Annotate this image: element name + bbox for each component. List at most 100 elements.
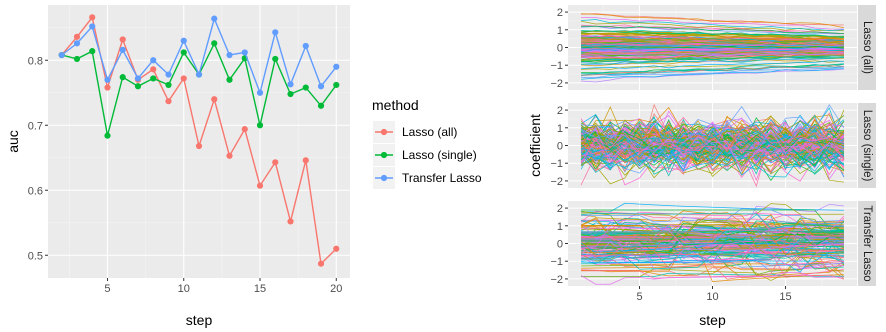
series-transfer-lasso xyxy=(58,15,340,96)
data-point xyxy=(287,81,294,88)
legend-key-point xyxy=(380,174,388,182)
data-point xyxy=(89,23,96,30)
data-point xyxy=(287,218,294,225)
coefficient-line xyxy=(580,120,844,160)
legend-label: Lasso (single) xyxy=(402,148,477,162)
coefficient-line xyxy=(581,104,845,148)
data-point xyxy=(256,89,264,96)
coefficient-line xyxy=(581,225,844,235)
coefficient-line xyxy=(581,63,844,74)
coefficient-line xyxy=(581,218,844,247)
legend-label: Transfer Lasso xyxy=(402,171,482,185)
facet-strip xyxy=(858,201,876,286)
auc-x-axis-title: step xyxy=(186,312,213,328)
facet-strip-label: Lasso (single) xyxy=(861,110,873,182)
data-point xyxy=(73,33,81,40)
legend-item: Lasso (all) xyxy=(373,121,457,143)
coefficient-line xyxy=(580,129,845,173)
coefficient-line xyxy=(581,253,845,270)
facet-strip-label: Transfer Lasso xyxy=(861,205,873,281)
coefficient-line xyxy=(581,123,844,158)
x-tick-label: 5 xyxy=(636,291,642,303)
coefficient-line xyxy=(580,218,844,238)
y-tick-label: −2 xyxy=(550,176,563,188)
coefficient-line xyxy=(581,25,844,34)
coefficient-line xyxy=(581,57,844,66)
facet-strip xyxy=(858,5,876,90)
coefficient-line xyxy=(580,144,845,176)
data-point xyxy=(150,75,157,82)
data-point xyxy=(333,245,340,252)
coefficient-line xyxy=(581,228,844,244)
coefficient-x-axis-title: step xyxy=(699,312,726,328)
data-point xyxy=(58,51,65,59)
coefficient-line xyxy=(581,125,845,162)
y-tick-label: 1 xyxy=(557,25,563,37)
coefficient-line xyxy=(581,13,844,26)
data-point xyxy=(165,81,172,89)
coefficient-line xyxy=(581,248,845,280)
facet-strip-label: Lasso (all) xyxy=(861,21,873,74)
data-point xyxy=(226,76,233,83)
coefficient-y-axis-title: coefficient xyxy=(527,114,543,177)
data-point xyxy=(287,90,294,98)
coefficient-line xyxy=(580,119,845,155)
data-point xyxy=(134,75,142,82)
coefficient-line xyxy=(581,209,844,229)
legend-key-point xyxy=(380,151,388,159)
coefficient-line xyxy=(581,231,845,250)
facet-lasso-all: −2 −1 0 1 2 Lasso (all) xyxy=(550,5,876,90)
coefficient-line xyxy=(581,60,844,69)
auc-chart: 5 10 15 20 0.5 0.6 0.7 0.8 step auc xyxy=(5,5,350,328)
data-point xyxy=(180,49,187,56)
coefficient-lines xyxy=(580,202,845,285)
coefficient-line xyxy=(580,123,845,149)
coefficient-line xyxy=(580,126,845,157)
data-point xyxy=(89,14,96,21)
y-tick-label: 2 xyxy=(557,7,563,19)
data-point xyxy=(73,40,81,47)
coefficient-line xyxy=(581,238,844,261)
y-tick-label: 1 xyxy=(557,221,563,233)
coefficient-line xyxy=(581,248,844,276)
coefficient-line xyxy=(581,29,844,37)
y-tick-label: 0.8 xyxy=(28,55,43,67)
facet-strip xyxy=(858,103,876,188)
coefficient-line xyxy=(581,229,844,238)
coefficient-line xyxy=(581,225,844,250)
data-point xyxy=(104,76,111,83)
data-point xyxy=(150,57,157,64)
coefficient-line xyxy=(581,32,844,38)
x-tick-label: 5 xyxy=(104,283,110,295)
data-point xyxy=(302,84,309,91)
coefficient-line xyxy=(581,125,845,171)
coefficient-lines xyxy=(580,103,845,188)
legend-item: Transfer Lasso xyxy=(373,167,482,189)
coefficient-line xyxy=(581,202,844,213)
coefficient-line xyxy=(581,37,844,43)
data-point xyxy=(272,159,279,166)
coefficient-line xyxy=(581,66,844,78)
data-point xyxy=(150,66,157,73)
coefficient-line xyxy=(581,213,844,229)
y-tick-label: −2 xyxy=(550,78,563,90)
coefficient-line xyxy=(581,52,844,57)
coefficient-line xyxy=(580,230,844,257)
coefficient-line xyxy=(581,228,844,259)
data-point xyxy=(302,157,309,164)
coefficient-line xyxy=(581,208,844,223)
data-point xyxy=(119,74,126,81)
data-point xyxy=(165,98,172,105)
auc-plot-background xyxy=(48,5,350,278)
coefficient-line xyxy=(581,33,844,40)
data-point xyxy=(119,46,126,53)
coefficient-line xyxy=(581,68,844,80)
data-point xyxy=(180,37,187,44)
coefficient-line xyxy=(580,150,845,178)
coefficient-line xyxy=(580,233,844,248)
data-point xyxy=(104,132,111,139)
coefficient-line xyxy=(581,19,844,31)
y-tick-label: −1 xyxy=(550,256,563,268)
coefficient-line xyxy=(581,228,844,249)
